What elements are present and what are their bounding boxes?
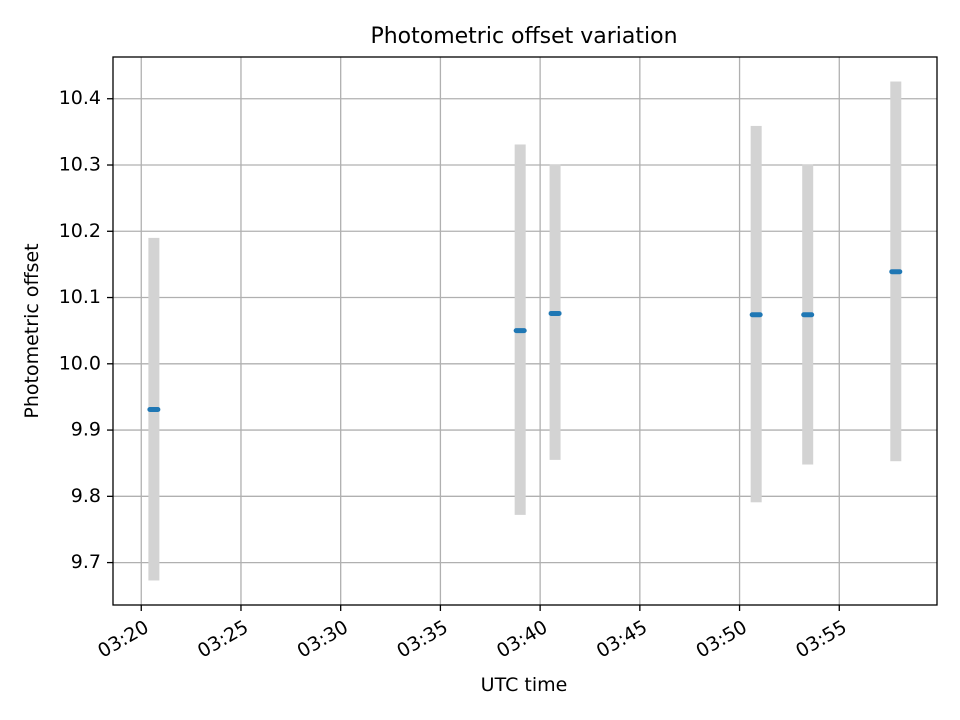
point-layer xyxy=(147,269,903,413)
y-axis-label: Photometric offset xyxy=(21,243,43,418)
data-point xyxy=(513,328,527,334)
x-tick-label: 03:35 xyxy=(393,616,451,662)
x-tick-label: 03:25 xyxy=(194,616,252,662)
y-tick-label: 10.4 xyxy=(59,87,101,109)
y-tick-label: 9.7 xyxy=(71,551,101,573)
data-point xyxy=(889,269,903,275)
data-point xyxy=(801,312,815,318)
data-point xyxy=(147,407,161,413)
data-point xyxy=(749,312,763,318)
x-tick-label: 03:30 xyxy=(294,616,352,662)
data-point xyxy=(548,310,562,316)
x-tick-label: 03:20 xyxy=(94,616,152,662)
x-tick-label: 03:40 xyxy=(493,616,551,662)
x-tick-label: 03:55 xyxy=(792,616,850,662)
plot-frame xyxy=(112,56,938,606)
y-tick-label: 10.1 xyxy=(59,286,101,308)
y-tick-label: 9.8 xyxy=(71,485,101,507)
y-tick-label: 10.2 xyxy=(59,220,101,242)
y-tick-label: 10.3 xyxy=(59,154,101,176)
x-tick-label: 03:50 xyxy=(692,616,750,662)
x-axis-label: UTC time xyxy=(481,674,568,696)
x-axis-ticks: 03:20 03:25 03:30 03:35 03:40 03:45 03:50 03:55 xyxy=(94,605,851,662)
y-tick-label: 10.0 xyxy=(59,352,101,374)
x-tick-label: 03:45 xyxy=(593,616,651,662)
y-axis-ticks: 9.7 9.8 9.9 10.0 10.1 10.2 10.3 10.4 xyxy=(59,87,113,573)
y-tick-label: 9.9 xyxy=(71,419,101,441)
chart-title: Photometric offset variation xyxy=(370,24,677,49)
